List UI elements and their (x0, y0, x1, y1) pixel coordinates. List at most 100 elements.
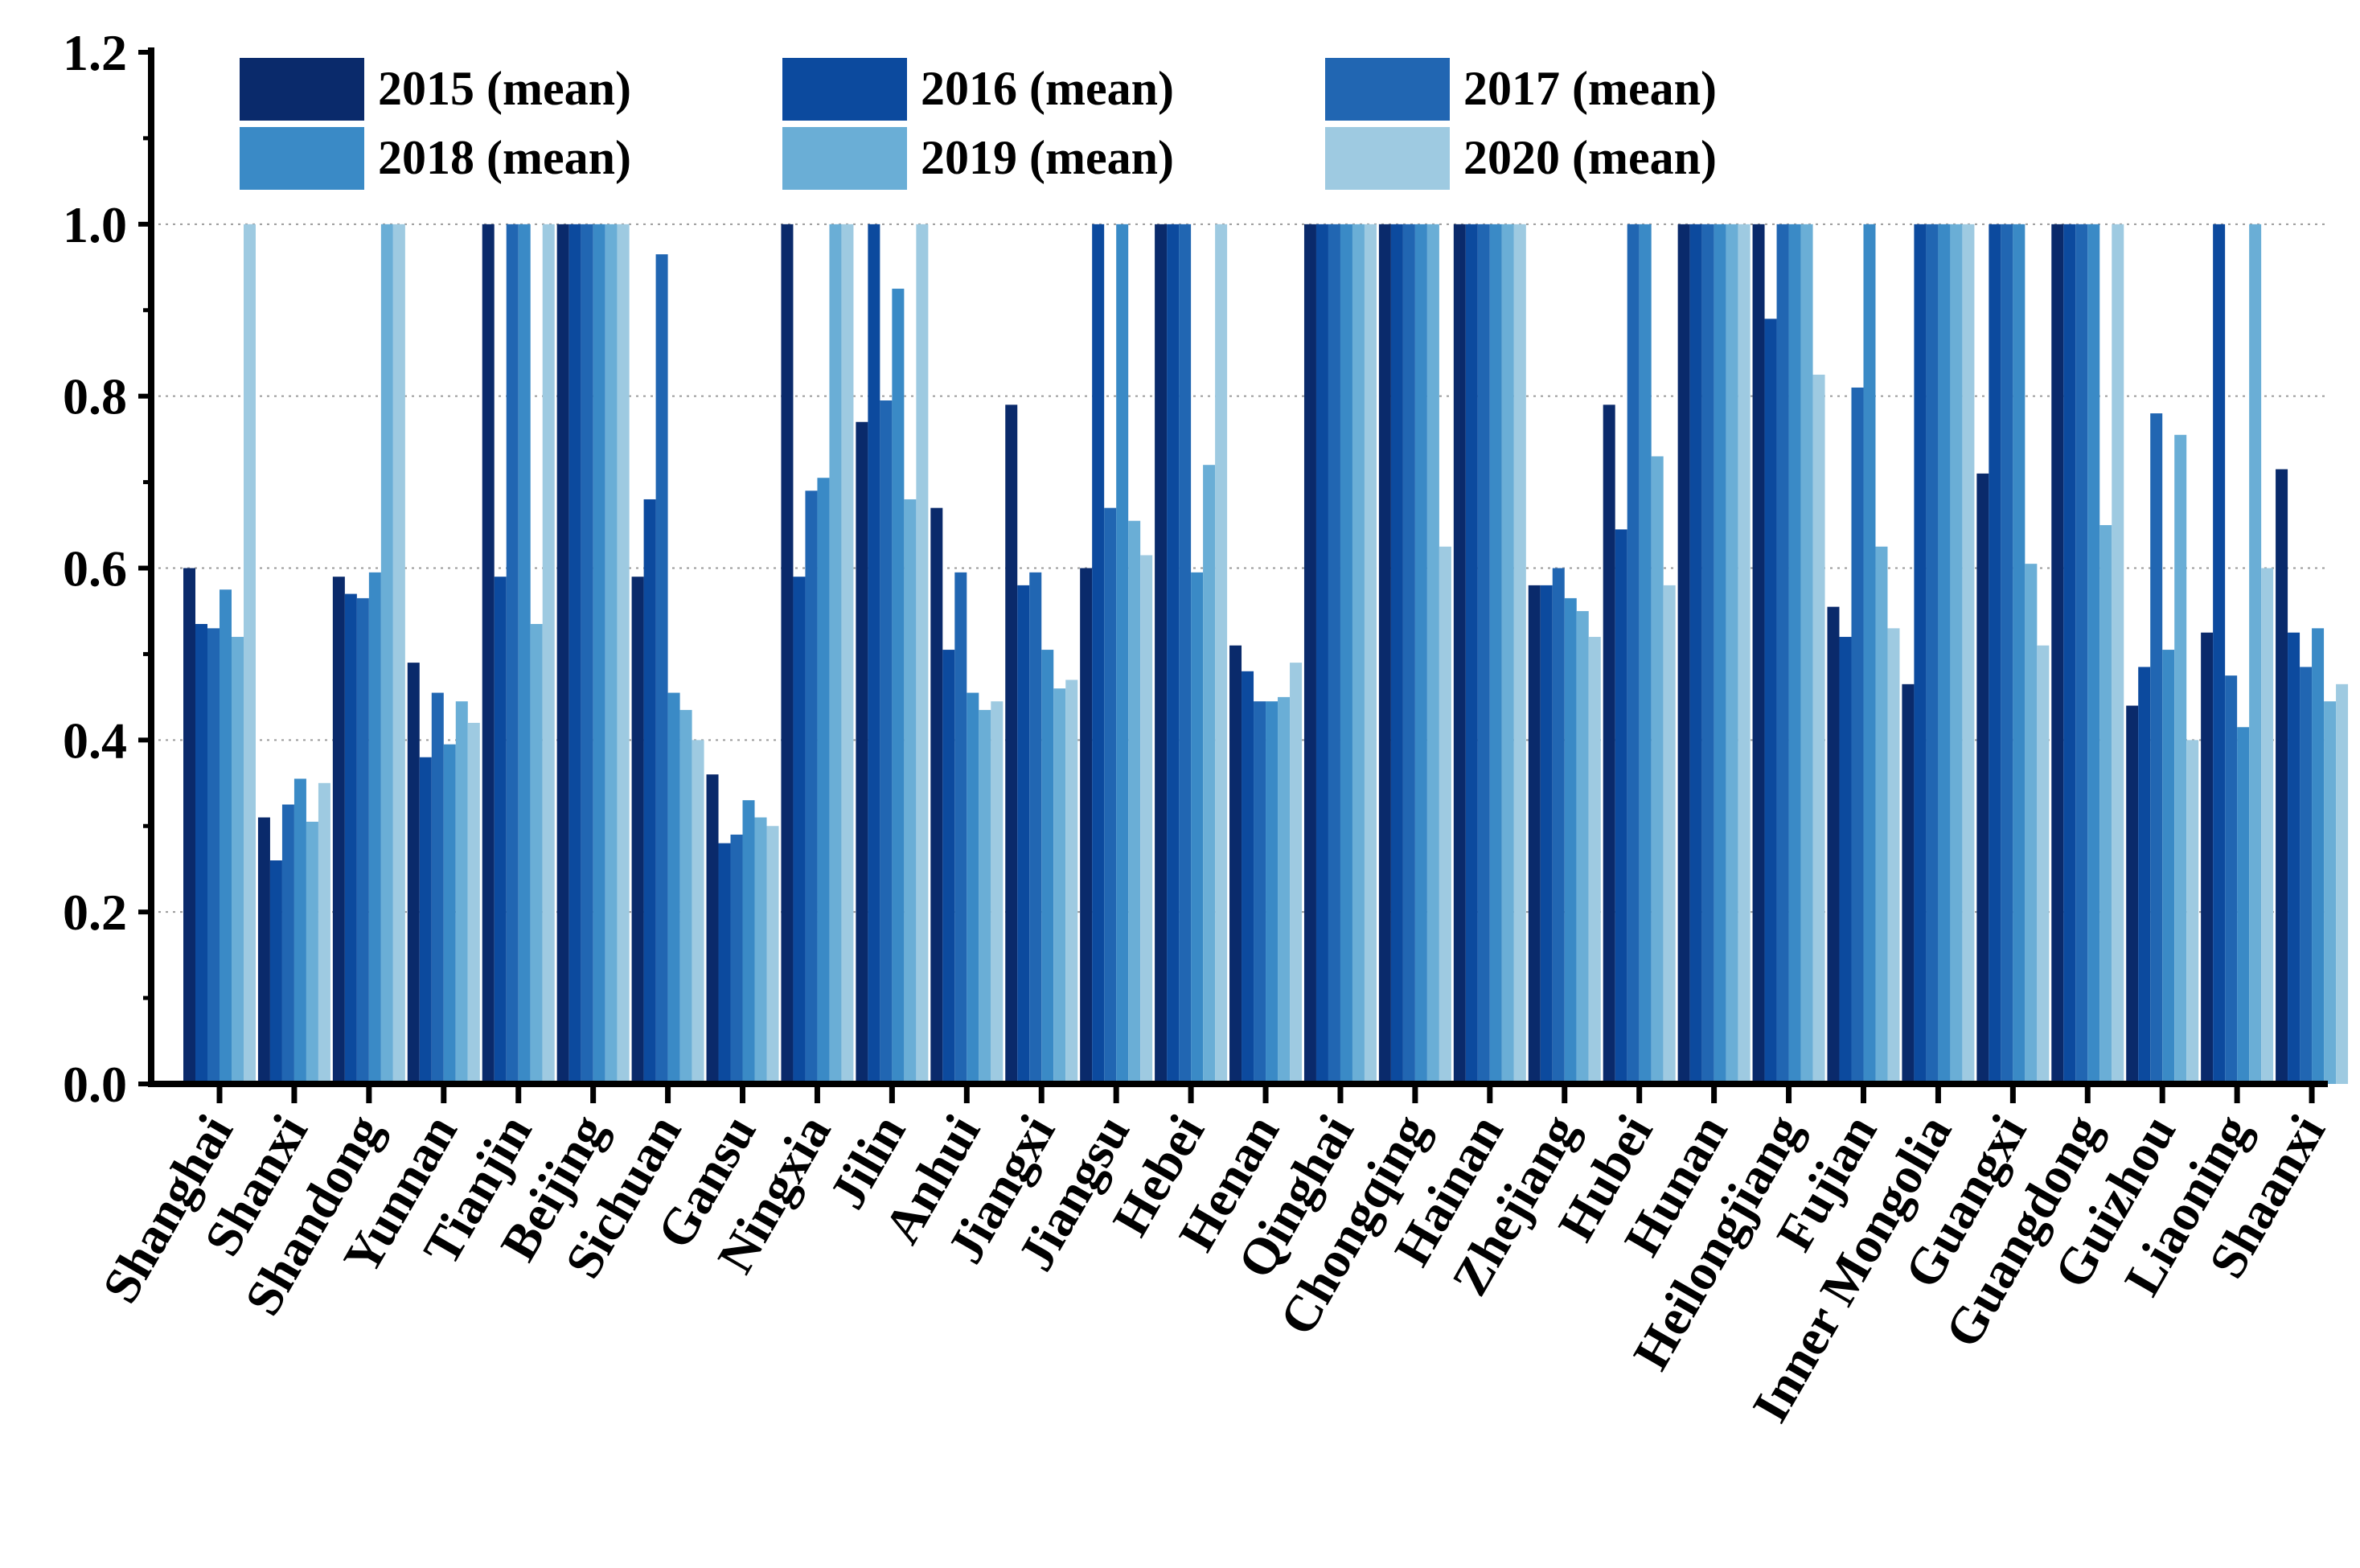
bar-2016-qinghai (1315, 224, 1328, 1084)
bar-2018-gansu (742, 800, 755, 1084)
bar-2016-inner-mongolia (1914, 224, 1927, 1084)
bar-2018-hainan (1489, 224, 1502, 1084)
bar-2017-anhui (954, 572, 967, 1084)
bar-2019-ningxia (829, 224, 842, 1084)
bar-2018-jiangxi (1041, 650, 1054, 1084)
bar-2019-jiangxi (1053, 688, 1066, 1084)
bar-2019-guangdong (2099, 525, 2112, 1084)
bar-2016-beijing (568, 224, 581, 1084)
bar-2020-shandong (392, 224, 405, 1084)
bar-2019-beijing (605, 224, 618, 1084)
bar-2020-shaanxi (2336, 683, 2349, 1084)
legend-swatch (240, 127, 364, 190)
bar-2016-hainan (1465, 224, 1478, 1084)
bar-2020-beijing (617, 224, 630, 1084)
bar-2015-guangdong (2051, 224, 2064, 1084)
bar-2019-jiangsu (1128, 520, 1141, 1084)
bar-2018-zhejiang (1564, 597, 1577, 1084)
bar-2020-sichuan (692, 740, 704, 1084)
bar-2016-hunan (1689, 224, 1702, 1084)
bar-2018-shaanxi (2312, 628, 2325, 1084)
bar-2017-jiangsu (1104, 507, 1117, 1084)
bar-2016-fujian (1839, 637, 1852, 1084)
bar-2017-fujian (1851, 387, 1864, 1085)
bar-2015-liaoning (2201, 632, 2214, 1084)
bar-2015-jiangsu (1080, 568, 1093, 1084)
bar-2020-guangxi (2037, 645, 2050, 1084)
bar-2017-liaoning (2225, 675, 2238, 1084)
bar-2016-sichuan (643, 499, 656, 1084)
bar-series (183, 224, 2349, 1085)
bar-2016-henan (1242, 671, 1254, 1084)
bar-2018-tianjin (518, 224, 531, 1084)
bar-2016-guizhou (2138, 667, 2151, 1084)
bar-2019-heilongjiang (1800, 224, 1813, 1084)
bar-2018-jilin (892, 289, 905, 1084)
bar-2018-qinghai (1340, 224, 1352, 1084)
bar-2016-shanghai (195, 623, 207, 1084)
bar-2017-hainan (1477, 224, 1490, 1084)
bar-2019-shanghai (232, 637, 244, 1084)
bar-2018-heilongjiang (1788, 224, 1801, 1084)
bar-2020-gansu (766, 826, 779, 1084)
bar-2020-hunan (1738, 224, 1751, 1084)
y-tick-label: 1.2 (63, 24, 127, 81)
legend-swatch (1325, 58, 1450, 121)
bar-2015-hebei (1155, 224, 1168, 1084)
y-tick-label: 0.8 (63, 368, 127, 425)
bar-2020-hebei (1215, 224, 1228, 1084)
bar-2015-heilongjiang (1752, 224, 1765, 1084)
bar-2015-qinghai (1303, 224, 1316, 1084)
bar-2017-shanxi (281, 804, 294, 1084)
bar-2017-hubei (1627, 224, 1640, 1084)
bar-2020-shanxi (318, 782, 330, 1084)
bar-2015-chongqing (1378, 224, 1391, 1084)
legend-label: 2020 (mean) (1463, 131, 1717, 184)
bar-2017-yunnan (431, 692, 444, 1084)
legend-label: 2018 (mean) (378, 131, 631, 184)
bar-2016-jilin (868, 224, 880, 1084)
legend-label: 2015 (mean) (378, 62, 631, 115)
bar-2017-hebei (1179, 224, 1192, 1084)
bar-2020-fujian (1887, 628, 1900, 1084)
bar-2015-anhui (930, 507, 943, 1084)
bar-2020-jiangxi (1065, 679, 1078, 1084)
bar-2015-shanxi (257, 817, 270, 1084)
bar-2019-qinghai (1352, 224, 1365, 1084)
bar-2019-shanxi (306, 821, 318, 1084)
bar-2018-ningxia (817, 478, 830, 1084)
bar-2020-henan (1290, 663, 1303, 1084)
bar-2019-hubei (1651, 456, 1664, 1084)
bar-2018-hebei (1191, 572, 1204, 1084)
bar-2017-inner-mongolia (1926, 224, 1939, 1084)
bar-2017-guizhou (2150, 413, 2163, 1084)
y-tick-label: 1.0 (63, 196, 127, 253)
bar-2018-shandong (368, 572, 381, 1084)
y-tick-label: 0.4 (63, 712, 127, 769)
bar-2015-beijing (556, 224, 569, 1084)
bar-2019-inner-mongolia (1950, 224, 1963, 1084)
bar-2017-sichuan (655, 254, 668, 1085)
bar-2017-shandong (356, 597, 369, 1084)
bar-2016-ningxia (793, 577, 806, 1084)
bar-2017-chongqing (1402, 224, 1415, 1084)
bar-2017-guangdong (2075, 224, 2088, 1084)
bar-2018-anhui (967, 692, 979, 1084)
bar-2017-heilongjiang (1776, 224, 1789, 1084)
bar-2017-guangxi (2001, 224, 2013, 1084)
bar-2015-zhejiang (1528, 585, 1541, 1084)
bar-2015-shaanxi (2276, 469, 2288, 1084)
bar-2020-ningxia (841, 224, 854, 1084)
bar-2018-hunan (1714, 224, 1726, 1084)
bar-2018-hubei (1639, 224, 1652, 1084)
legend-swatch (782, 127, 907, 190)
bar-2019-hebei (1203, 465, 1216, 1084)
bar-2018-shanghai (220, 589, 232, 1084)
bar-2019-henan (1278, 696, 1291, 1084)
bar-2017-zhejiang (1552, 568, 1565, 1084)
bar-2018-sichuan (667, 692, 680, 1084)
bar-2018-shanxi (293, 778, 306, 1084)
y-tick-label: 0.6 (63, 540, 127, 597)
bar-2019-shandong (380, 224, 393, 1084)
legend-swatch (240, 58, 364, 121)
